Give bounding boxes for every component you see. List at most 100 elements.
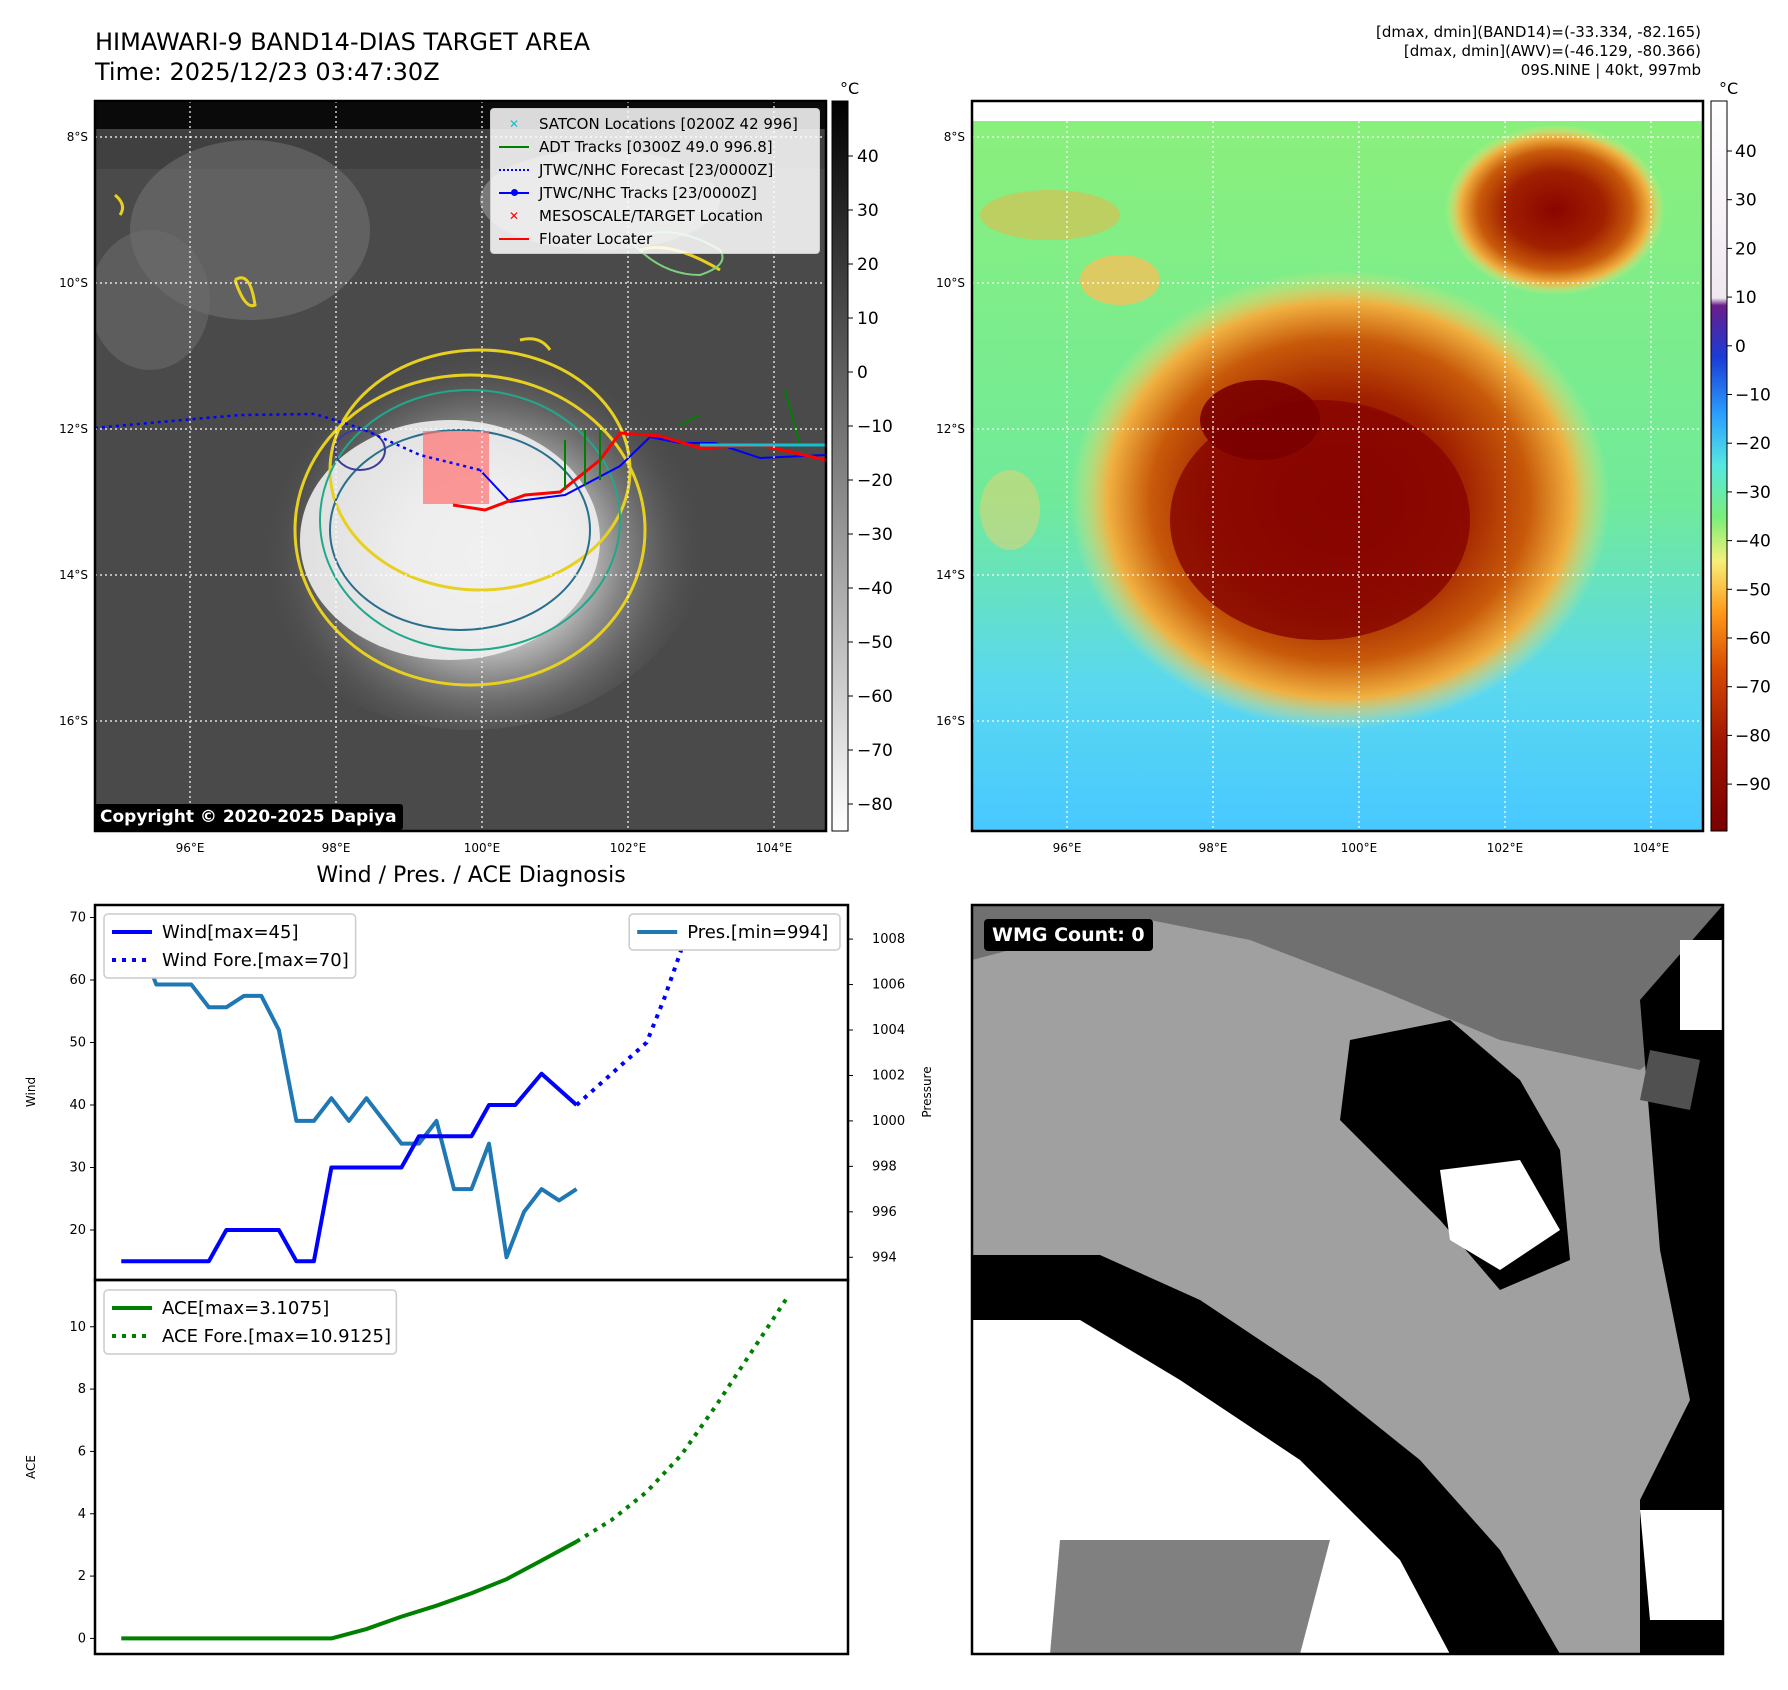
map-legend-label: ADT Tracks [0300Z 49.0 996.8] bbox=[539, 138, 773, 156]
pressure-series bbox=[121, 937, 578, 1260]
map-legend-item: JTWC/NHC Tracks [23/0000Z] bbox=[499, 183, 757, 203]
cbar1-tick-label: 10 bbox=[857, 309, 879, 329]
ace-ytick-label: 8 bbox=[78, 1382, 86, 1397]
lat-label: 8°S bbox=[67, 130, 88, 144]
wind-ytick-label: 50 bbox=[69, 1036, 86, 1051]
lon-label: 98°E bbox=[322, 841, 351, 855]
chart-legend-label: Wind Fore.[max=70] bbox=[162, 950, 349, 971]
colorbar1-unit: °C bbox=[840, 79, 860, 98]
wind-ytick-label: 20 bbox=[69, 1223, 86, 1238]
cbar1-tick-label: −60 bbox=[857, 687, 893, 707]
wmg-count-badge: WMG Count: 0 bbox=[984, 919, 1153, 951]
pressure-ylabel: Pressure bbox=[920, 1066, 934, 1117]
lat-label: 10°S bbox=[59, 276, 88, 290]
cbar2-tick-label: −60 bbox=[1735, 629, 1771, 649]
cbar2-tick-label: −10 bbox=[1735, 386, 1771, 406]
cbar2-tick-label: −80 bbox=[1735, 726, 1771, 746]
ace-ytick-label: 4 bbox=[78, 1507, 86, 1522]
map-legend-swatch bbox=[499, 186, 529, 200]
ace-forecast-series bbox=[575, 1297, 789, 1544]
info-line2: [dmax, dmin](AWV)=(-46.129, -80.366) bbox=[1403, 42, 1701, 60]
lat-label: 12°S bbox=[59, 422, 88, 436]
cbar1-tick-label: 40 bbox=[857, 147, 879, 167]
pres-ytick-label: 994 bbox=[872, 1250, 897, 1265]
map-legend-item: Floater Locater bbox=[499, 229, 652, 249]
map-legend-label: Floater Locater bbox=[539, 230, 653, 248]
ir-color-map bbox=[972, 101, 1703, 831]
map-legend-label: JTWC/NHC Tracks [23/0000Z] bbox=[539, 184, 757, 202]
cbar1-tick-label: −70 bbox=[857, 741, 893, 761]
cbar1-tick-label: 20 bbox=[857, 255, 879, 275]
map-legend-swatch: ✕ bbox=[508, 117, 520, 131]
lat-label: 16°S bbox=[936, 714, 965, 728]
pres-ytick-label: 998 bbox=[872, 1159, 897, 1174]
chart-legend bbox=[103, 913, 357, 979]
lat-label: 12°S bbox=[936, 422, 965, 436]
cbar1-tick-label: 0 bbox=[857, 363, 868, 383]
cbar2-tick-label: 30 bbox=[1735, 191, 1757, 211]
ace-ytick-label: 0 bbox=[78, 1631, 86, 1646]
colorbar-gray bbox=[831, 100, 849, 832]
cbar2-tick-label: 20 bbox=[1735, 239, 1757, 259]
lon-label: 100°E bbox=[464, 841, 501, 855]
lon-label: 100°E bbox=[1341, 841, 1378, 855]
cbar1-tick-label: −50 bbox=[857, 633, 893, 653]
cbar2-tick-label: −20 bbox=[1735, 434, 1771, 454]
map-legend-swatch: ✕ bbox=[508, 209, 520, 223]
chart-legend bbox=[628, 913, 841, 951]
colorbar2-unit: °C bbox=[1719, 79, 1739, 98]
colorbar-ir bbox=[1710, 100, 1728, 832]
cbar1-tick-label: −20 bbox=[857, 471, 893, 491]
lon-label: 102°E bbox=[1487, 841, 1524, 855]
info-line3: 09S.NINE | 40kt, 997mb bbox=[1520, 61, 1701, 79]
cbar2-tick-label: −50 bbox=[1735, 580, 1771, 600]
map-legend-item: ADT Tracks [0300Z 49.0 996.8] bbox=[499, 137, 773, 157]
diagnosis-charts: Wind / Pres. / ACE Diagnosis203040506070… bbox=[24, 863, 934, 1656]
ace-ylabel: ACE bbox=[24, 1455, 38, 1479]
map-legend-item: ✕ MESOSCALE/TARGET Location bbox=[499, 206, 763, 226]
map-legend-label: JTWC/NHC Forecast [23/0000Z] bbox=[539, 161, 774, 179]
lat-label: 10°S bbox=[936, 276, 965, 290]
lat-label: 14°S bbox=[936, 568, 965, 582]
cbar2-tick-label: 10 bbox=[1735, 288, 1757, 308]
lon-label: 102°E bbox=[610, 841, 647, 855]
pres-ytick-label: 1002 bbox=[872, 1068, 905, 1083]
cbar1-tick-label: −80 bbox=[857, 795, 893, 815]
map-legend-label: MESOSCALE/TARGET Location bbox=[539, 207, 764, 225]
lat-label: 14°S bbox=[59, 568, 88, 582]
ace-plot-frame bbox=[93, 1278, 850, 1656]
ace-ytick-label: 2 bbox=[78, 1569, 86, 1584]
ace-ytick-label: 10 bbox=[69, 1320, 86, 1335]
ace-series bbox=[121, 1539, 578, 1641]
lon-label: 104°E bbox=[756, 841, 793, 855]
ace-ytick-label: 6 bbox=[78, 1444, 86, 1459]
cbar1-tick-label: −30 bbox=[857, 525, 893, 545]
wind-ytick-label: 60 bbox=[69, 973, 86, 988]
chart-legend-label: ACE[max=3.1075] bbox=[162, 1298, 329, 1319]
wind-ytick-label: 40 bbox=[69, 1098, 86, 1113]
cbar2-tick-label: 0 bbox=[1735, 337, 1746, 357]
chart-title: Wind / Pres. / ACE Diagnosis bbox=[316, 863, 625, 888]
wind-series bbox=[121, 1071, 578, 1264]
cbar1-tick-label: −10 bbox=[857, 417, 893, 437]
pres-ytick-label: 996 bbox=[872, 1205, 897, 1220]
map-legend-swatch bbox=[499, 140, 529, 154]
chart-legend-label: ACE Fore.[max=10.9125] bbox=[162, 1326, 391, 1347]
lon-label: 96°E bbox=[1053, 841, 1082, 855]
lat-label: 8°S bbox=[944, 130, 965, 144]
map-legend: ✕ SATCON Locations [0200Z 42 996] ADT Trac… bbox=[490, 108, 820, 254]
wind-ylabel: Wind bbox=[24, 1077, 38, 1107]
lat-label: 16°S bbox=[59, 714, 88, 728]
map-legend-swatch bbox=[499, 163, 529, 177]
map-legend-item: JTWC/NHC Forecast [23/0000Z] bbox=[499, 160, 773, 180]
cbar2-tick-label: −30 bbox=[1735, 483, 1771, 503]
info-line1: [dmax, dmin](BAND14)=(-33.334, -82.165) bbox=[1376, 23, 1701, 41]
lon-label: 104°E bbox=[1633, 841, 1670, 855]
cbar2-tick-label: −40 bbox=[1735, 532, 1771, 552]
chart-legend-label: Wind[max=45] bbox=[162, 922, 299, 943]
cbar1-tick-label: −40 bbox=[857, 579, 893, 599]
cbar2-tick-label: 40 bbox=[1735, 142, 1757, 162]
map-legend-swatch bbox=[499, 232, 529, 246]
map-legend-label: SATCON Locations [0200Z 42 996] bbox=[539, 115, 798, 133]
